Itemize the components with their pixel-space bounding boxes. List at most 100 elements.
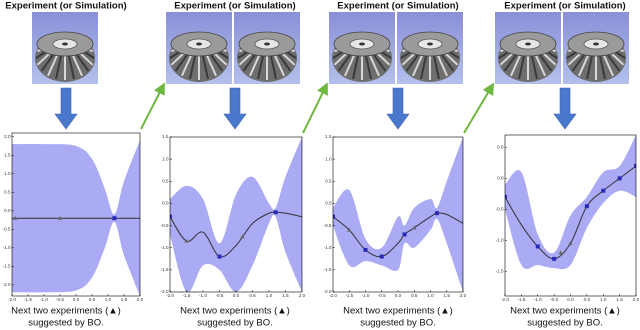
confidence-band bbox=[505, 135, 636, 270]
y-tick-label: 0.5 bbox=[4, 189, 11, 194]
x-tick-label: -0.5 bbox=[550, 297, 558, 302]
y-tick-label: -1.5 bbox=[3, 264, 11, 269]
y-tick-label: -2.0 bbox=[3, 282, 11, 287]
panel-heading: Experiment (or Simulation) bbox=[5, 1, 126, 12]
x-tick-label: 2.0 bbox=[633, 297, 640, 302]
y-tick-label: 1.5 bbox=[325, 134, 332, 139]
y-tick-label: -1.0 bbox=[324, 245, 332, 250]
y-tick-label: -1.5 bbox=[324, 267, 332, 272]
y-tick-label: -0.5 bbox=[161, 223, 169, 228]
x-tick-label: -0.5 bbox=[56, 297, 64, 302]
confidence-band bbox=[333, 137, 463, 292]
y-tick-label: 0.0 bbox=[4, 208, 11, 213]
suggested-point bbox=[568, 241, 573, 245]
y-tick-label: 1.0 bbox=[162, 156, 169, 161]
caption: Next two experiments (▲) bbox=[11, 306, 121, 317]
x-tick-label: 0.5 bbox=[411, 293, 418, 298]
wheel-photo bbox=[32, 12, 98, 84]
x-tick-label: -2.0 bbox=[166, 293, 174, 298]
x-tick-label: 1.5 bbox=[121, 297, 128, 302]
observed-point bbox=[363, 247, 368, 252]
panel-heading: Experiment (or Simulation) bbox=[174, 1, 295, 12]
down-arrow bbox=[223, 87, 247, 130]
x-tick-label: 1.0 bbox=[600, 297, 607, 302]
caption: suggested by BO. bbox=[197, 318, 273, 329]
x-tick-label: -1.0 bbox=[362, 293, 370, 298]
observed-point bbox=[601, 188, 606, 193]
panel-heading: Experiment (or Simulation) bbox=[337, 1, 458, 12]
y-tick-label: -1.0 bbox=[161, 245, 169, 250]
wheel-hole bbox=[427, 42, 433, 46]
confidence-band bbox=[170, 137, 302, 292]
panel-heading: Experiment (or Simulation) bbox=[504, 1, 625, 12]
x-tick-label: 1.5 bbox=[616, 297, 623, 302]
y-tick-label: 0.5 bbox=[162, 179, 169, 184]
x-tick-label: 1.0 bbox=[105, 297, 112, 302]
x-tick-label: 0.0 bbox=[567, 297, 574, 302]
x-tick-label: 2.0 bbox=[137, 297, 144, 302]
x-tick-label: -0.5 bbox=[216, 293, 224, 298]
x-tick-label: 0.5 bbox=[89, 297, 96, 302]
x-tick-label: -2.0 bbox=[329, 293, 337, 298]
suggested-point bbox=[57, 216, 63, 220]
suggested-point bbox=[184, 238, 189, 243]
next-arrow bbox=[463, 82, 495, 134]
wheel-hole bbox=[593, 42, 599, 46]
x-tick-label: -2.0 bbox=[8, 297, 16, 302]
x-tick-label: -1.5 bbox=[24, 297, 32, 302]
y-tick-label: -2.0 bbox=[161, 289, 169, 294]
plot-area bbox=[505, 135, 636, 270]
x-tick-label: -2.0 bbox=[501, 297, 509, 302]
observed-point bbox=[435, 211, 439, 216]
x-tick-label: 0.0 bbox=[233, 293, 240, 298]
y-tick-label: 2.0 bbox=[4, 134, 11, 139]
caption: Next two experiments (▲) bbox=[510, 306, 620, 317]
plot-area bbox=[170, 137, 302, 292]
observed-point bbox=[584, 204, 589, 209]
observed-point bbox=[617, 176, 622, 181]
next-arrow bbox=[140, 82, 165, 130]
next-arrow bbox=[302, 82, 328, 134]
y-tick-label: 0.0 bbox=[497, 176, 504, 181]
x-tick-label: 0.5 bbox=[584, 297, 591, 302]
wheel-hole bbox=[525, 42, 531, 46]
y-tick-label: 0.5 bbox=[497, 145, 504, 150]
caption: Next two experiments (▲) bbox=[180, 306, 290, 317]
observed-point bbox=[217, 254, 222, 259]
x-tick-label: -1.0 bbox=[534, 297, 542, 302]
wheel-photo bbox=[563, 12, 629, 84]
observed-point bbox=[505, 194, 507, 199]
observed-point bbox=[379, 254, 384, 259]
x-tick-label: -1.5 bbox=[517, 297, 525, 302]
y-tick-label: 1.5 bbox=[162, 134, 169, 139]
y-tick-label: 0.0 bbox=[162, 201, 169, 206]
y-tick-label: -1.5 bbox=[496, 268, 504, 273]
x-tick-label: 1.0 bbox=[427, 293, 434, 298]
x-tick-label: 1.0 bbox=[266, 293, 273, 298]
x-tick-label: 0.0 bbox=[395, 293, 402, 298]
y-tick-label: -1.0 bbox=[3, 245, 11, 250]
observed-point bbox=[170, 214, 172, 219]
suggested-point bbox=[558, 250, 563, 255]
y-tick-label: -0.5 bbox=[324, 223, 332, 228]
observed-point bbox=[535, 244, 540, 249]
observed-point bbox=[402, 232, 407, 237]
y-tick-label: 0.0 bbox=[325, 201, 332, 206]
wheel-hole bbox=[359, 42, 365, 46]
wheel-photo bbox=[329, 12, 395, 84]
x-tick-label: -1.5 bbox=[345, 293, 353, 298]
x-tick-label: 1.5 bbox=[444, 293, 451, 298]
wheel-photo bbox=[166, 12, 232, 84]
suggested-point bbox=[347, 227, 352, 232]
y-tick-label: -0.5 bbox=[496, 207, 504, 212]
caption: suggested by BO. bbox=[527, 318, 603, 329]
x-tick-label: 2.0 bbox=[460, 293, 467, 298]
y-tick-label: 1.5 bbox=[4, 152, 11, 157]
observed-point bbox=[634, 163, 636, 168]
x-tick-label: -1.0 bbox=[199, 293, 207, 298]
plot-area bbox=[12, 140, 140, 296]
wheel-photo bbox=[234, 12, 300, 84]
suggested-point bbox=[412, 225, 417, 230]
y-tick-label: 1.0 bbox=[325, 156, 332, 161]
